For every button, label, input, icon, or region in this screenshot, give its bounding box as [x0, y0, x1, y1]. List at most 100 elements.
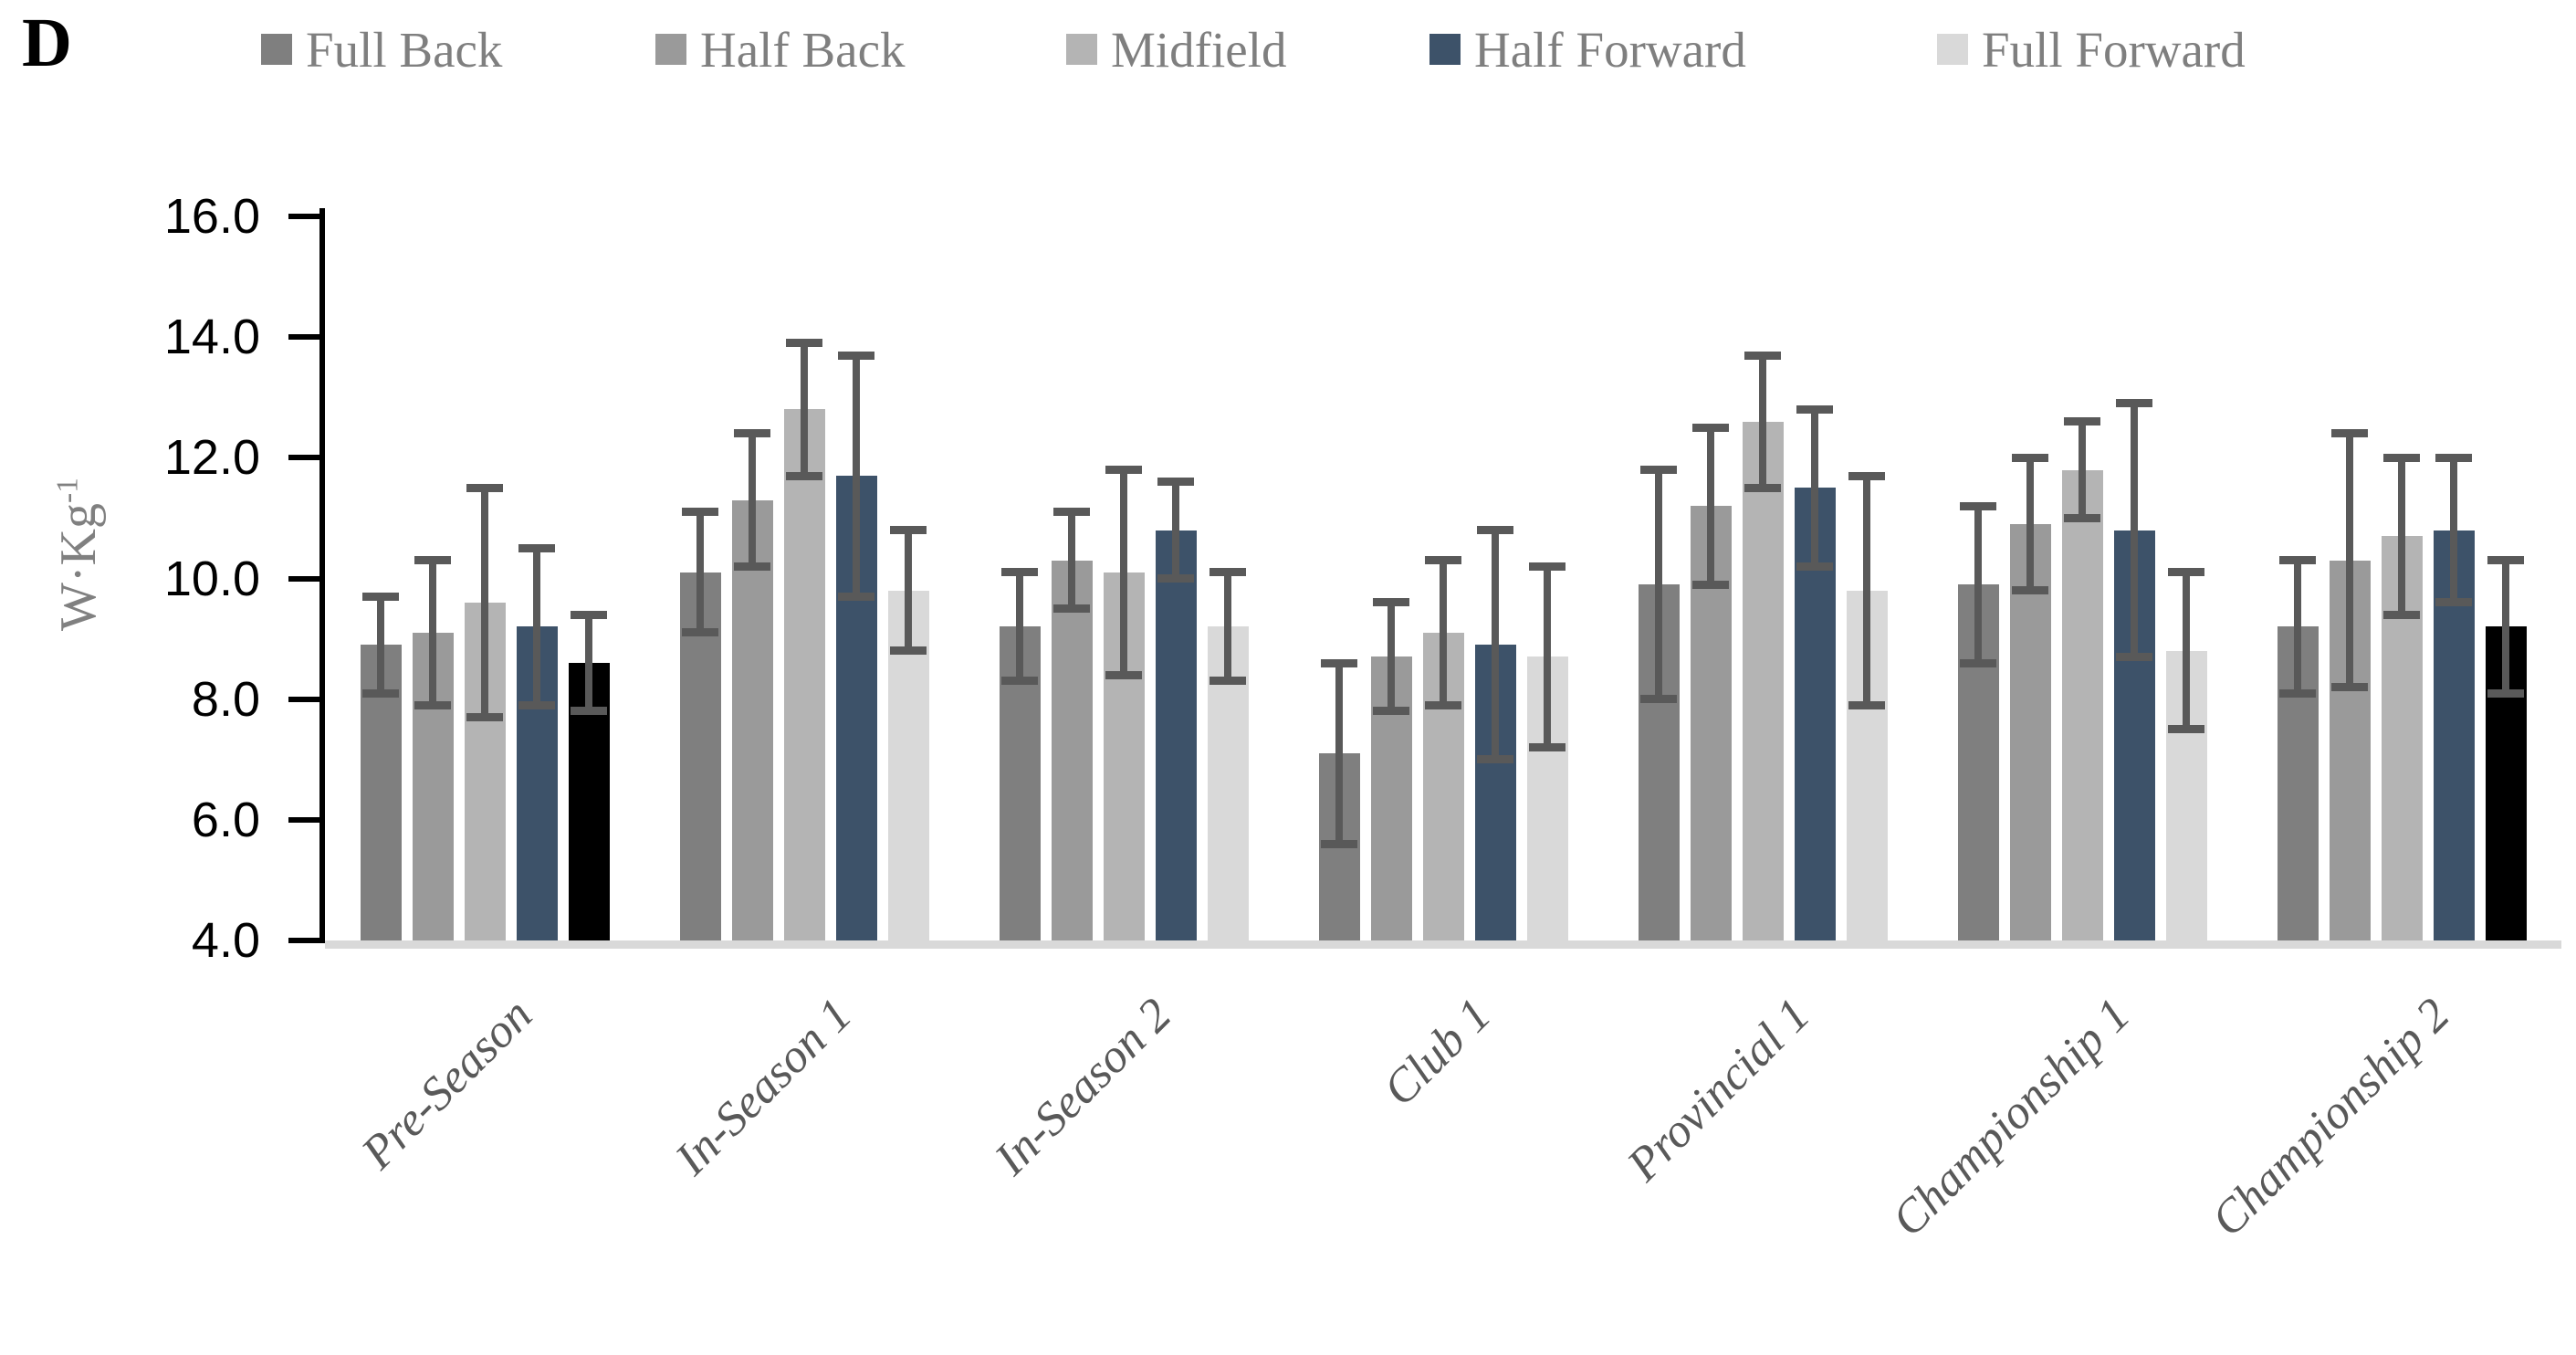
- x-axis-label-in-season-1: In-Season 1: [665, 988, 863, 1185]
- error-cap-bottom-provincial-1-midfield: [1744, 483, 1781, 492]
- y-tick-label: 10.0: [163, 551, 260, 606]
- error-cap-bottom-club-1-full-back: [1321, 839, 1357, 848]
- error-bar-championship-2-half-back: [2346, 433, 2353, 688]
- error-cap-bottom-club-1-half-forward: [1477, 755, 1513, 764]
- bar-provincial-1-midfield: [1742, 421, 1784, 940]
- error-cap-bottom-provincial-1-half-back: [1692, 580, 1729, 589]
- error-bar-championship-2-midfield: [2398, 457, 2405, 615]
- error-cap-top-championship-2-midfield: [2383, 453, 2420, 462]
- error-bar-in-season-1-half-forward: [853, 355, 860, 597]
- error-cap-top-in-season-1-half-back: [734, 429, 770, 438]
- legend-label-half-forward: Half Forward: [1474, 21, 1746, 78]
- error-cap-bottom-championship-1-midfield: [2064, 513, 2100, 522]
- error-cap-top-championship-1-full-back: [1960, 501, 1996, 510]
- error-bar-in-season-1-half-back: [749, 433, 756, 567]
- y-axis-tick: [288, 575, 325, 582]
- y-axis-title-superscript: -1: [50, 478, 85, 504]
- error-cap-bottom-in-season-1-midfield: [786, 471, 822, 480]
- error-bar-championship-1-full-back: [1974, 506, 1982, 664]
- error-bar-in-season-2-half-forward: [1172, 481, 1179, 579]
- error-cap-top-in-season-1-half-forward: [838, 351, 874, 360]
- error-cap-bottom-championship-2-half-back: [2331, 682, 2368, 691]
- error-cap-bottom-in-season-1-half-back: [734, 562, 770, 571]
- legend-label-full-forward: Full Forward: [1982, 21, 2246, 78]
- x-axis-label-provincial-1: Provincial 1: [1618, 988, 1821, 1192]
- error-cap-top-in-season-2-full-back: [1001, 568, 1038, 577]
- error-bar-in-season-1-midfield: [801, 342, 808, 477]
- error-cap-bottom-pre-season-full-forward: [571, 707, 607, 716]
- error-bar-provincial-1-half-forward: [1811, 409, 1818, 567]
- error-cap-bottom-in-season-2-half-forward: [1157, 574, 1194, 583]
- y-axis-tick: [288, 938, 325, 943]
- error-cap-top-in-season-2-full-forward: [1209, 568, 1246, 577]
- error-bar-club-1-full-back: [1335, 663, 1343, 845]
- error-cap-top-championship-1-midfield: [2064, 417, 2100, 426]
- error-cap-top-club-1-half-forward: [1477, 526, 1513, 535]
- legend-item-half-back: Half Back: [655, 20, 906, 79]
- error-cap-bottom-championship-1-half-forward: [2116, 652, 2152, 661]
- y-tick-label: 14.0: [163, 310, 260, 365]
- error-bar-in-season-1-full-back: [696, 511, 704, 633]
- y-tick-label: 16.0: [163, 189, 260, 245]
- y-tick-label: 6.0: [191, 792, 260, 847]
- error-cap-top-championship-1-full-forward: [2168, 568, 2204, 577]
- error-cap-top-championship-2-half-back: [2331, 429, 2368, 438]
- error-bar-in-season-1-full-forward: [905, 530, 912, 651]
- error-cap-top-championship-2-full-forward: [2487, 556, 2524, 565]
- legend-swatch-icon-half-forward: [1429, 34, 1461, 65]
- error-bar-pre-season-full-back: [377, 596, 384, 694]
- error-cap-bottom-championship-1-full-back: [1960, 658, 1996, 667]
- panel-label: D: [22, 5, 72, 81]
- error-cap-top-pre-season-full-forward: [571, 610, 607, 619]
- error-cap-bottom-provincial-1-half-forward: [1796, 562, 1833, 571]
- error-cap-top-club-1-midfield: [1425, 556, 1461, 565]
- chart-legend: Full Back Half Back Midfield Half Forward Fu…: [0, 0, 2576, 100]
- error-cap-bottom-pre-season-half-forward: [518, 700, 555, 709]
- bar-in-season-2-half-forward: [1155, 530, 1197, 940]
- error-bar-championship-2-full-forward: [2502, 560, 2509, 694]
- bar-in-season-1-half-back: [731, 499, 773, 940]
- error-bar-provincial-1-half-back: [1707, 427, 1714, 585]
- x-axis-label-championship-2: Championship 2: [2201, 988, 2460, 1247]
- y-axis-line: [319, 208, 325, 943]
- bar-in-season-2-half-back: [1051, 560, 1093, 940]
- error-bar-club-1-half-back: [1387, 602, 1395, 711]
- y-axis-title: W·Kg-1: [49, 478, 108, 631]
- legend-item-full-forward: Full Forward: [1937, 20, 2246, 79]
- error-bar-championship-1-half-forward: [2131, 403, 2138, 657]
- y-axis-tick: [288, 214, 325, 220]
- error-cap-top-in-season-1-midfield: [786, 339, 822, 348]
- error-cap-bottom-pre-season-midfield: [466, 713, 503, 721]
- legend-item-midfield: Midfield: [1066, 20, 1286, 79]
- error-cap-top-club-1-half-back: [1373, 598, 1409, 607]
- error-cap-bottom-in-season-1-full-forward: [890, 646, 927, 656]
- y-axis-tick: [288, 696, 325, 702]
- error-bar-championship-2-half-forward: [2450, 457, 2457, 603]
- error-cap-bottom-provincial-1-full-back: [1640, 695, 1677, 704]
- error-cap-top-championship-1-half-back: [2012, 453, 2048, 462]
- x-axis-label-club-1: Club 1: [1373, 988, 1502, 1117]
- error-bar-in-season-2-full-back: [1016, 572, 1023, 681]
- error-bar-club-1-full-forward: [1544, 566, 1551, 748]
- error-cap-bottom-pre-season-full-back: [362, 688, 399, 698]
- y-axis-tick: [288, 816, 325, 823]
- error-cap-top-provincial-1-full-back: [1640, 466, 1677, 475]
- error-cap-bottom-pre-season-half-back: [414, 700, 451, 709]
- error-cap-top-provincial-1-half-back: [1692, 423, 1729, 432]
- error-cap-top-provincial-1-midfield: [1744, 351, 1781, 360]
- error-cap-top-pre-season-half-back: [414, 556, 451, 565]
- error-bar-championship-1-full-forward: [2183, 572, 2190, 730]
- error-cap-bottom-championship-2-midfield: [2383, 610, 2420, 619]
- y-tick-label: 12.0: [163, 430, 260, 486]
- error-cap-bottom-championship-1-full-forward: [2168, 725, 2204, 734]
- y-axis-title-text: W·Kg: [50, 503, 107, 631]
- error-bar-provincial-1-midfield: [1759, 355, 1766, 488]
- x-axis-label-championship-1: Championship 1: [1881, 988, 2141, 1247]
- error-cap-bottom-in-season-1-full-back: [682, 628, 718, 637]
- error-cap-bottom-provincial-1-full-forward: [1848, 700, 1885, 709]
- error-cap-top-pre-season-midfield: [466, 483, 503, 492]
- error-cap-top-provincial-1-half-forward: [1796, 404, 1833, 414]
- legend-swatch-icon-full-forward: [1937, 34, 1968, 65]
- error-bar-provincial-1-full-forward: [1863, 476, 1870, 706]
- error-cap-bottom-championship-2-full-forward: [2487, 688, 2524, 698]
